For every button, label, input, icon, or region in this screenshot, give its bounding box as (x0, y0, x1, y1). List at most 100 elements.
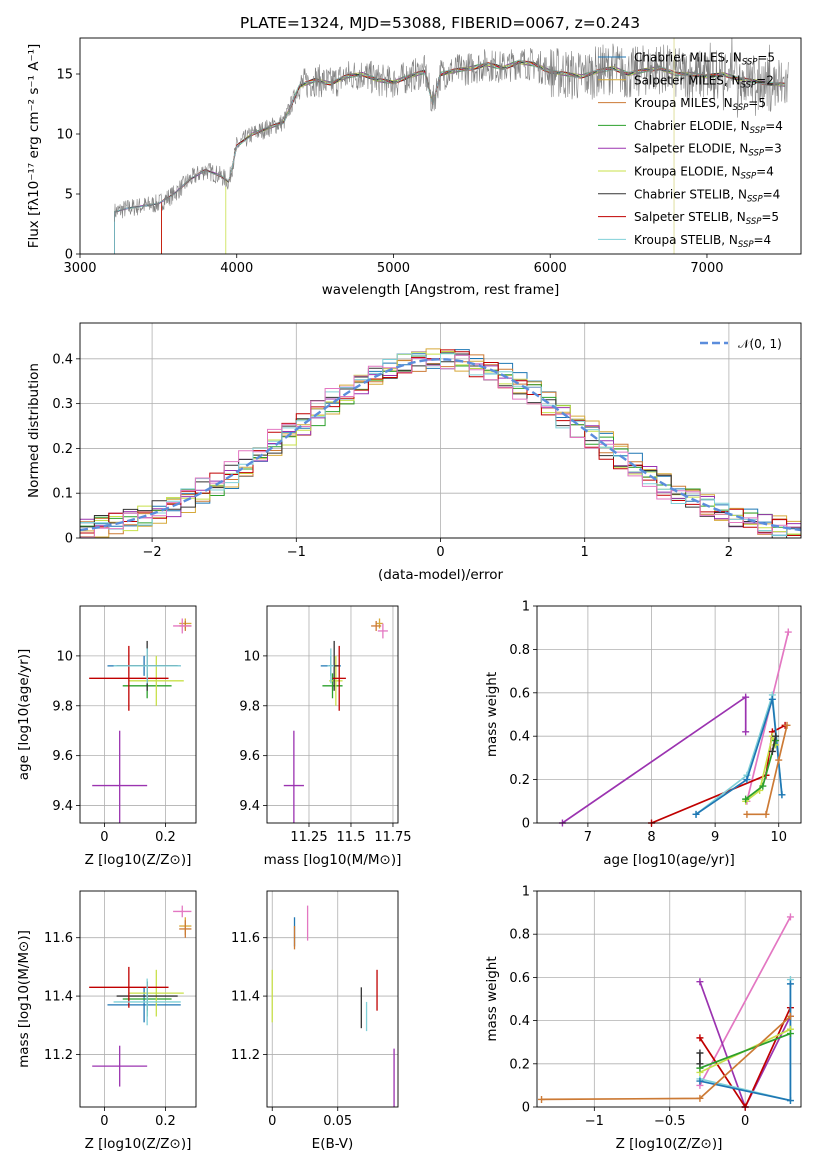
mass-weight-point (742, 728, 750, 736)
y-axis-label: Flux [fλ10⁻¹⁷ erg cm⁻² s⁻¹ A⁻¹] (26, 44, 42, 249)
mass-weight-point (696, 1077, 704, 1085)
y-tick-label: 10 (56, 649, 73, 664)
y-tick-label: 1 (522, 885, 530, 900)
y-tick-label: 0.6 (509, 686, 530, 701)
y-tick-label: 15 (56, 68, 73, 83)
mass-weight-line (651, 724, 786, 823)
y-tick-label: 11.2 (231, 1048, 260, 1063)
x-tick-label: 10 (770, 830, 787, 845)
mass-weight-line (746, 725, 788, 816)
y-tick-label: 11.6 (44, 931, 73, 946)
ebv-vs-mass-panel: 0 0.05 11.2 11.4 11.6 E(B-V) (231, 890, 399, 1152)
y-tick-label: 0.6 (509, 971, 530, 986)
x-tick-label: 6000 (534, 261, 567, 276)
x-tick-label: −2 (143, 545, 162, 560)
mass-weight-point (538, 1095, 546, 1103)
x-tick-label: 5000 (377, 261, 410, 276)
y-tick-label: 11.2 (44, 1048, 73, 1063)
mass-weight-line (561, 695, 747, 823)
axes-frame (266, 605, 399, 824)
mass-weight-point (778, 791, 786, 799)
mass-weight-point (696, 1049, 704, 1057)
axes-frame (79, 890, 197, 1108)
residual-histogram (80, 354, 801, 538)
x-tick-label: −1 (287, 545, 306, 560)
model-spectrum-line (114, 59, 786, 254)
y-tick-label: 0.4 (509, 730, 530, 745)
x-axis-label: mass [log10(M/M⊙)] (264, 852, 402, 868)
x-tick-label: 3000 (63, 261, 96, 276)
x-tick-label: −0.5 (654, 1114, 686, 1129)
data-spectrum-line (114, 38, 789, 222)
x-axis-label: E(B-V) (312, 1136, 354, 1152)
mass-weight-point (783, 721, 791, 729)
y-tick-label: 11.4 (231, 990, 260, 1005)
x-tick-label: 9 (711, 830, 719, 845)
x-axis-label: age [log10(age/yr)] (603, 852, 735, 868)
mass-weight-point (696, 1034, 704, 1042)
y-axis-label: mass [log10(M/M⊙)] (16, 930, 32, 1068)
mass-weight-point (786, 1097, 794, 1105)
mass-weight-point (786, 913, 794, 921)
x-axis-label: Z [log10(Z/Z⊙)] (616, 1136, 723, 1152)
x-tick-label: −1 (585, 1114, 604, 1129)
y-tick-label: 9.4 (52, 799, 73, 814)
x-tick-label: 7 (584, 830, 592, 845)
legend-label: Kroupa ELODIE, NSSP=4 (634, 165, 774, 182)
gaussian-curve (80, 358, 801, 532)
mass-weight-point (759, 782, 767, 790)
axes-frame (79, 322, 802, 539)
mass-weight-line (699, 981, 792, 1107)
age-vs-massweight-panel: 7 8 9 10 0 0.2 0.4 0.6 0.8 1 age [log10(age/yr)] ma… (484, 600, 802, 868)
mass-weight-point (742, 693, 750, 701)
mass-weight-point (784, 628, 792, 636)
y-tick-label: 0.2 (509, 773, 530, 788)
y-axis-label: mass weight (484, 956, 500, 1041)
y-tick-label: 1 (522, 600, 530, 615)
x-tick-label: 11.25 (290, 830, 327, 845)
mass-weight-line (695, 699, 783, 816)
x-tick-label: 0.05 (323, 1114, 352, 1129)
mass-weight-point (696, 1094, 704, 1102)
y-tick-label: 0.8 (509, 643, 530, 658)
y-tick-label: 0.1 (52, 487, 73, 502)
legend-label: Salpeter MILES, NSSP=2 (634, 73, 774, 90)
spectrum-panel: 3000 4000 5000 6000 7000 0 5 10 15 Chabrier MILES… (26, 37, 802, 298)
mass-vs-age-panel: 11.25 11.5 11.75 9.4 9.6 9.8 10 mass [log10(M/M… (239, 605, 412, 868)
y-tick-label: 5 (65, 188, 73, 203)
y-tick-label: 0.8 (509, 928, 530, 943)
mass-weight-point (786, 980, 794, 988)
x-tick-label: 0.2 (155, 1114, 176, 1129)
x-tick-label: 11.75 (374, 830, 411, 845)
x-tick-label: 0 (100, 830, 108, 845)
y-tick-label: 0.2 (509, 1057, 530, 1072)
x-tick-label: 0 (268, 1114, 276, 1129)
figure-title: PLATE=1324, MJD=53088, FIBERID=0067, z=0… (240, 14, 640, 32)
z-vs-massweight-panel: −1 −0.5 0 0 0.2 0.4 0.6 0.8 1 Z [log10(Z/Z⊙)] mass… (484, 885, 802, 1152)
y-axis-label: age [log10(age/yr)] (16, 649, 32, 781)
x-axis-label: Z [log10(Z/Z⊙)] (85, 852, 192, 868)
z-vs-mass-panel: 0 0.2 11.2 11.4 11.6 Z [log10(Z/Z⊙)] mass [log… (16, 890, 197, 1152)
y-tick-label: 9.8 (52, 699, 73, 714)
mass-weight-point (742, 795, 750, 803)
x-axis-label: Z [log10(Z/Z⊙)] (85, 1136, 192, 1152)
x-tick-label: 11.5 (336, 830, 365, 845)
mass-weight-point (696, 1060, 704, 1068)
legend-label: Kroupa STELIB, NSSP=4 (634, 233, 771, 250)
mass-weight-point (772, 732, 780, 740)
y-axis-label: Normed distribution (26, 363, 42, 498)
x-tick-label: 7000 (690, 261, 723, 276)
y-tick-label: 9.4 (239, 799, 260, 814)
y-tick-label: 0 (522, 1101, 530, 1116)
mass-weight-point (786, 1012, 794, 1020)
x-tick-label: 0 (100, 1114, 108, 1129)
mass-weight-point (768, 747, 776, 755)
mass-weight-point (696, 978, 704, 986)
axes-frame (79, 37, 802, 255)
x-tick-label: 0 (741, 1114, 749, 1129)
model-spectrum-line (114, 59, 786, 254)
y-tick-label: 0.2 (52, 442, 73, 457)
legend-label: Salpeter STELIB, NSSP=5 (634, 210, 779, 227)
y-axis-label: mass weight (484, 672, 500, 757)
